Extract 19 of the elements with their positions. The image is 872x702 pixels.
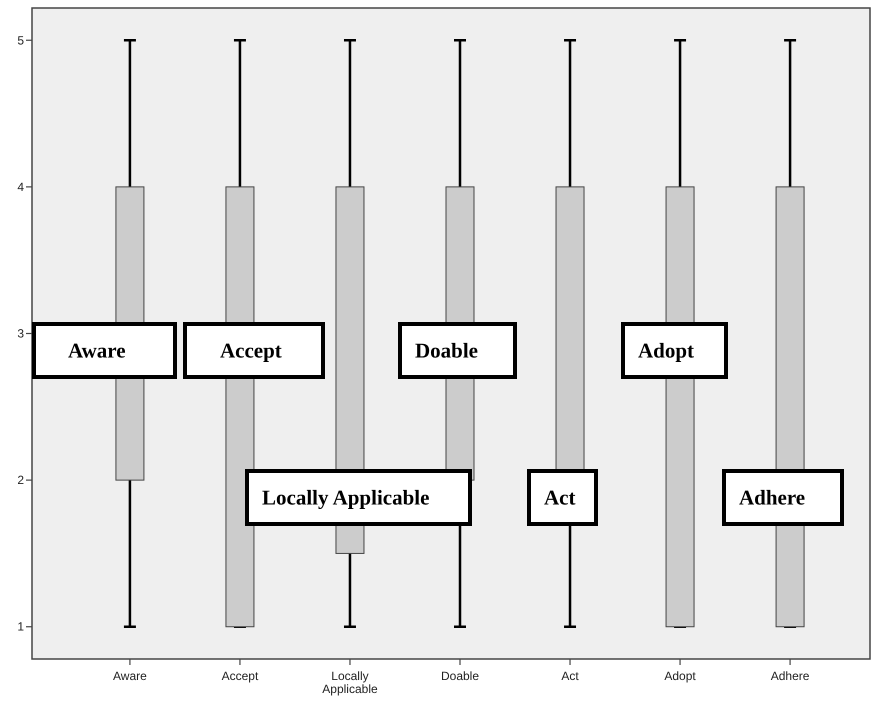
annotation: Adhere <box>739 486 806 510</box>
x-tick-label: Adhere <box>770 669 810 683</box>
annotation: Aware <box>68 338 126 362</box>
x-tick-label: Aware <box>113 669 148 683</box>
y-tick-label: 3 <box>17 326 24 340</box>
x-tick-label: Act <box>561 669 580 683</box>
x-tick-label: Doable <box>440 669 480 683</box>
y-tick-label: 2 <box>17 473 24 488</box>
annotation: Accept <box>220 338 282 362</box>
annotation: Adopt <box>638 338 694 362</box>
annotation: Doable <box>415 338 478 362</box>
y-tick-label: 5 <box>17 33 24 48</box>
annotation: Act <box>544 486 576 510</box>
y-tick-label: 1 <box>17 620 24 634</box>
x-tick-label: Locally Applicable <box>322 669 378 696</box>
y-tick-label: 4 <box>17 180 24 194</box>
x-tick-label: Adopt <box>664 669 696 683</box>
annotation: Locally Applicable <box>262 486 430 510</box>
x-tick-label: Accept <box>222 669 259 683</box>
